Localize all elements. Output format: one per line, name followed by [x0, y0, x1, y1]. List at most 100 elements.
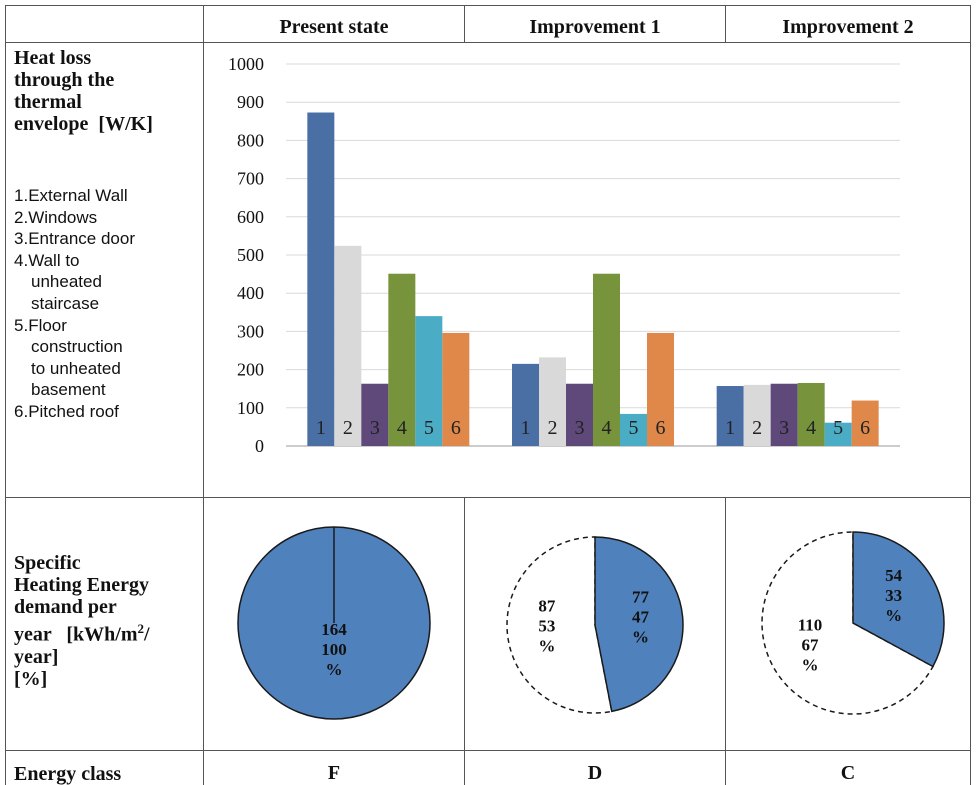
- bar: [334, 245, 362, 446]
- energy-class-improvement-1: D: [587, 762, 603, 784]
- bar-number-label: 2: [343, 417, 353, 439]
- table-border-left: [5, 5, 6, 785]
- pie-label-line: 110: [798, 616, 823, 635]
- pie-label-line: 164: [321, 620, 347, 639]
- energy-class-improvement-2: C: [840, 762, 856, 784]
- bar: [743, 384, 771, 446]
- row-label-specific-heating: Specific Heating Energy demand per year …: [14, 552, 150, 690]
- bar: [539, 357, 566, 446]
- y-tick-label: 900: [237, 92, 264, 112]
- bar: [647, 332, 674, 446]
- bar: [593, 273, 620, 446]
- legend-item-4-cont: unheated: [31, 272, 102, 292]
- y-tick-label: 200: [237, 360, 264, 380]
- table-border-col3-top: [725, 5, 726, 42]
- pie-improvement-2: 54 33 % 110 67%: [761, 531, 945, 715]
- pie-slice: [594, 536, 684, 713]
- table-border-right: [970, 5, 971, 785]
- bar-number-label: 6: [451, 417, 461, 439]
- bar-number-label: 2: [752, 417, 762, 439]
- heat-loss-line: Heat loss: [14, 47, 92, 69]
- pie-label-line: 47: [632, 608, 650, 627]
- heat-loss-line: envelope [W/K]: [14, 113, 153, 135]
- column-header-improvement-1: Improvement 1: [529, 16, 661, 38]
- bar-number-label: 4: [806, 417, 816, 439]
- pie-label-line: %: [538, 637, 555, 656]
- pie-label-line: 53: [538, 617, 555, 636]
- energy-class-present-state: F: [327, 762, 341, 784]
- y-tick-label: 0: [255, 436, 264, 456]
- bar-number-label: 6: [656, 417, 666, 439]
- bar-number-label: 4: [397, 417, 407, 439]
- pie-slice: [761, 531, 934, 715]
- pie-slice: [506, 536, 613, 714]
- legend-item-2: 2.Windows: [14, 207, 98, 227]
- heat-loss-line: thermal: [14, 91, 82, 113]
- heat-loss-line: through the: [14, 69, 115, 91]
- y-tick-label: 1000: [228, 54, 264, 74]
- pie-present-state: 164 100%: [237, 526, 431, 720]
- table-border-col1: [203, 5, 204, 785]
- pie-slice-label: 164 100%: [321, 620, 347, 679]
- table-border-top: [5, 5, 971, 6]
- bar: [716, 386, 744, 446]
- y-tick-label: 800: [237, 130, 264, 150]
- row-label-heat-loss: Heat loss through the thermal envelope […: [14, 47, 153, 135]
- bar: [307, 112, 335, 446]
- bar-number-label: 5: [629, 417, 639, 439]
- legend-item-1: 1.External Wall: [14, 186, 128, 205]
- bar: [797, 382, 825, 446]
- specific-heating-line: year [kWh/m2/: [14, 621, 150, 646]
- bar-number-label: 2: [548, 417, 558, 439]
- pie-slice-label: 54 33%: [885, 566, 903, 625]
- bar: [824, 422, 852, 446]
- pie-label-line: %: [326, 660, 343, 679]
- legend-item-5-cont: basement: [31, 380, 106, 400]
- bar-number-label: 1: [725, 417, 735, 439]
- pie-label-line: 77: [632, 588, 650, 607]
- legend-item-4: 4.Wall to: [14, 250, 80, 270]
- bar-number-label: 4: [602, 417, 612, 439]
- pie-improvement-1: 77 47 %87 53%: [506, 536, 684, 714]
- pie-label-line: 100: [321, 640, 347, 659]
- specific-heating-line: [%]: [14, 667, 48, 690]
- bar-number-label: 3: [575, 417, 585, 439]
- bar: [851, 400, 879, 446]
- bar-legend: 1.External Wall 2.Windows 3.Entrance doo…: [14, 185, 135, 423]
- table-border-col2-bottom: [464, 497, 465, 785]
- bar-number-label: 6: [860, 417, 870, 439]
- table-border-header: [5, 42, 971, 43]
- bar: [415, 316, 443, 446]
- table-border-col3-bottom: [725, 497, 726, 785]
- specific-heating-line: Specific: [14, 552, 81, 574]
- y-tick-label: 600: [237, 207, 264, 227]
- bar: [442, 332, 470, 446]
- bar-number-label: 5: [424, 417, 434, 439]
- table-border-col2-top: [464, 5, 465, 42]
- y-tick-label: 700: [237, 169, 264, 189]
- table-border-chart-row: [5, 497, 971, 498]
- y-tick-label: 500: [237, 245, 264, 265]
- pie-slice: [852, 531, 945, 668]
- y-tick-label: 100: [237, 398, 264, 418]
- y-tick-label: 400: [237, 283, 264, 303]
- pie-label-line: 33: [885, 586, 902, 605]
- pie-label-line: 54: [885, 566, 903, 585]
- column-header-improvement-2: Improvement 2: [782, 16, 914, 38]
- pie-slice-label: 110 67%: [798, 616, 823, 675]
- bar-number-label: 1: [521, 417, 531, 439]
- specific-heating-line: Heating Energy: [14, 574, 149, 596]
- legend-item-5-cont: construction: [31, 337, 123, 357]
- pie-label-line: %: [885, 606, 902, 625]
- legend-item-4-cont: staircase: [31, 293, 100, 313]
- bar-number-label: 5: [833, 417, 843, 439]
- pie-label-line: %: [632, 628, 649, 647]
- column-header-present-state: Present state: [279, 16, 389, 38]
- specific-heating-line: year]: [14, 645, 59, 668]
- bar: [566, 383, 593, 446]
- bar-number-label: 3: [779, 417, 789, 439]
- bar: [512, 363, 539, 446]
- bar-number-label: 3: [370, 417, 380, 439]
